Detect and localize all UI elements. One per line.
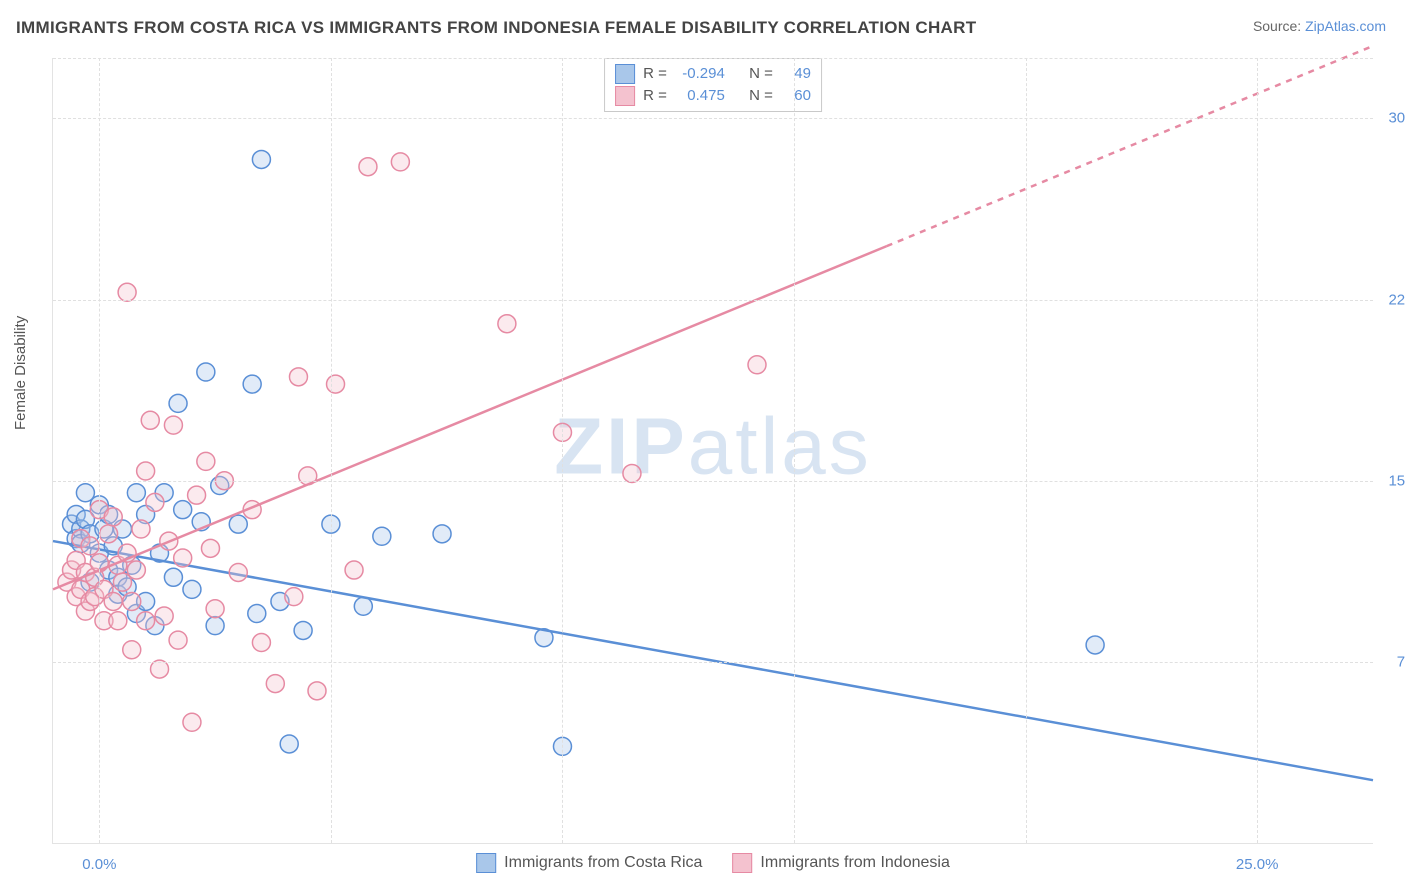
horizontal-gridline <box>53 662 1373 663</box>
data-point <box>201 539 219 557</box>
data-point <box>123 641 141 659</box>
data-point <box>345 561 363 579</box>
data-point <box>137 462 155 480</box>
data-point <box>188 486 206 504</box>
x-tick-label: 25.0% <box>1236 856 1279 873</box>
series-name: Immigrants from Indonesia <box>760 854 949 872</box>
data-point <box>433 525 451 543</box>
data-point <box>127 561 145 579</box>
data-point <box>229 515 247 533</box>
data-point <box>1086 636 1104 654</box>
y-tick-label: 7.5% <box>1397 653 1406 670</box>
data-point <box>748 356 766 374</box>
y-tick-label: 22.5% <box>1388 291 1406 308</box>
legend-swatch <box>476 853 496 873</box>
data-point <box>206 600 224 618</box>
data-point <box>137 612 155 630</box>
horizontal-gridline <box>53 118 1373 119</box>
correlation-legend: R = -0.294 N = 49 R = 0.475 N = 60 <box>604 58 822 112</box>
data-point <box>391 153 409 171</box>
vertical-gridline <box>331 58 332 843</box>
n-value: 49 <box>781 63 811 85</box>
legend-swatch <box>732 853 752 873</box>
data-point <box>359 158 377 176</box>
y-tick-label: 30.0% <box>1388 110 1406 127</box>
r-value: -0.294 <box>675 63 725 85</box>
legend-swatch <box>615 64 635 84</box>
source-prefix: Source: <box>1253 18 1305 34</box>
data-point <box>289 368 307 386</box>
vertical-gridline <box>562 58 563 843</box>
data-point <box>183 580 201 598</box>
data-point <box>100 525 118 543</box>
chart-svg <box>53 58 1373 843</box>
data-point <box>174 501 192 519</box>
source-link[interactable]: ZipAtlas.com <box>1305 18 1386 34</box>
r-label: R = <box>643 63 667 85</box>
vertical-gridline <box>99 58 100 843</box>
horizontal-gridline <box>53 300 1373 301</box>
data-point <box>252 634 270 652</box>
data-point <box>354 597 372 615</box>
trend-line-dashed <box>887 46 1373 246</box>
data-point <box>252 150 270 168</box>
data-point <box>104 508 122 526</box>
data-point <box>280 735 298 753</box>
series-legend: Immigrants from Costa Rica Immigrants fro… <box>476 853 950 873</box>
data-point <box>123 592 141 610</box>
data-point <box>183 713 201 731</box>
data-point <box>248 605 266 623</box>
data-point <box>141 411 159 429</box>
data-point <box>109 612 127 630</box>
data-point <box>308 682 326 700</box>
data-point <box>81 537 99 555</box>
y-axis-label: Female Disability <box>12 316 29 430</box>
plot-area: ZIPatlas R =-0.294 N =49R =0.475 N =60 I… <box>52 58 1373 844</box>
data-point <box>164 416 182 434</box>
data-point <box>266 675 284 693</box>
data-point <box>155 607 173 625</box>
n-label: N = <box>749 85 773 107</box>
data-point <box>197 363 215 381</box>
data-point <box>174 549 192 567</box>
trend-line <box>53 541 1373 780</box>
source-credit: Source: ZipAtlas.com <box>1253 18 1386 34</box>
data-point <box>169 394 187 412</box>
data-point <box>285 588 303 606</box>
data-point <box>104 592 122 610</box>
data-point <box>206 617 224 635</box>
data-point <box>164 568 182 586</box>
correlation-legend-row: R = -0.294 N = 49 <box>615 63 811 85</box>
r-value: 0.475 <box>675 85 725 107</box>
n-label: N = <box>749 63 773 85</box>
data-point <box>229 563 247 581</box>
data-point <box>197 452 215 470</box>
y-tick-label: 15.0% <box>1388 472 1406 489</box>
data-point <box>498 315 516 333</box>
n-value: 60 <box>781 85 811 107</box>
chart-title: IMMIGRANTS FROM COSTA RICA VS IMMIGRANTS… <box>16 18 976 38</box>
data-point <box>327 375 345 393</box>
vertical-gridline <box>794 58 795 843</box>
vertical-gridline <box>1026 58 1027 843</box>
legend-swatch <box>615 86 635 106</box>
r-label: R = <box>643 85 667 107</box>
series-name: Immigrants from Costa Rica <box>504 854 702 872</box>
series-legend-item: Immigrants from Indonesia <box>732 853 949 873</box>
data-point <box>146 493 164 511</box>
vertical-gridline <box>1257 58 1258 843</box>
x-tick-label: 0.0% <box>82 856 116 873</box>
series-legend-item: Immigrants from Costa Rica <box>476 853 702 873</box>
horizontal-gridline <box>53 58 1373 59</box>
data-point <box>132 520 150 538</box>
data-point <box>373 527 391 545</box>
data-point <box>243 375 261 393</box>
data-point <box>127 484 145 502</box>
data-point <box>169 631 187 649</box>
data-point <box>294 621 312 639</box>
correlation-legend-row: R = 0.475 N = 60 <box>615 85 811 107</box>
horizontal-gridline <box>53 481 1373 482</box>
